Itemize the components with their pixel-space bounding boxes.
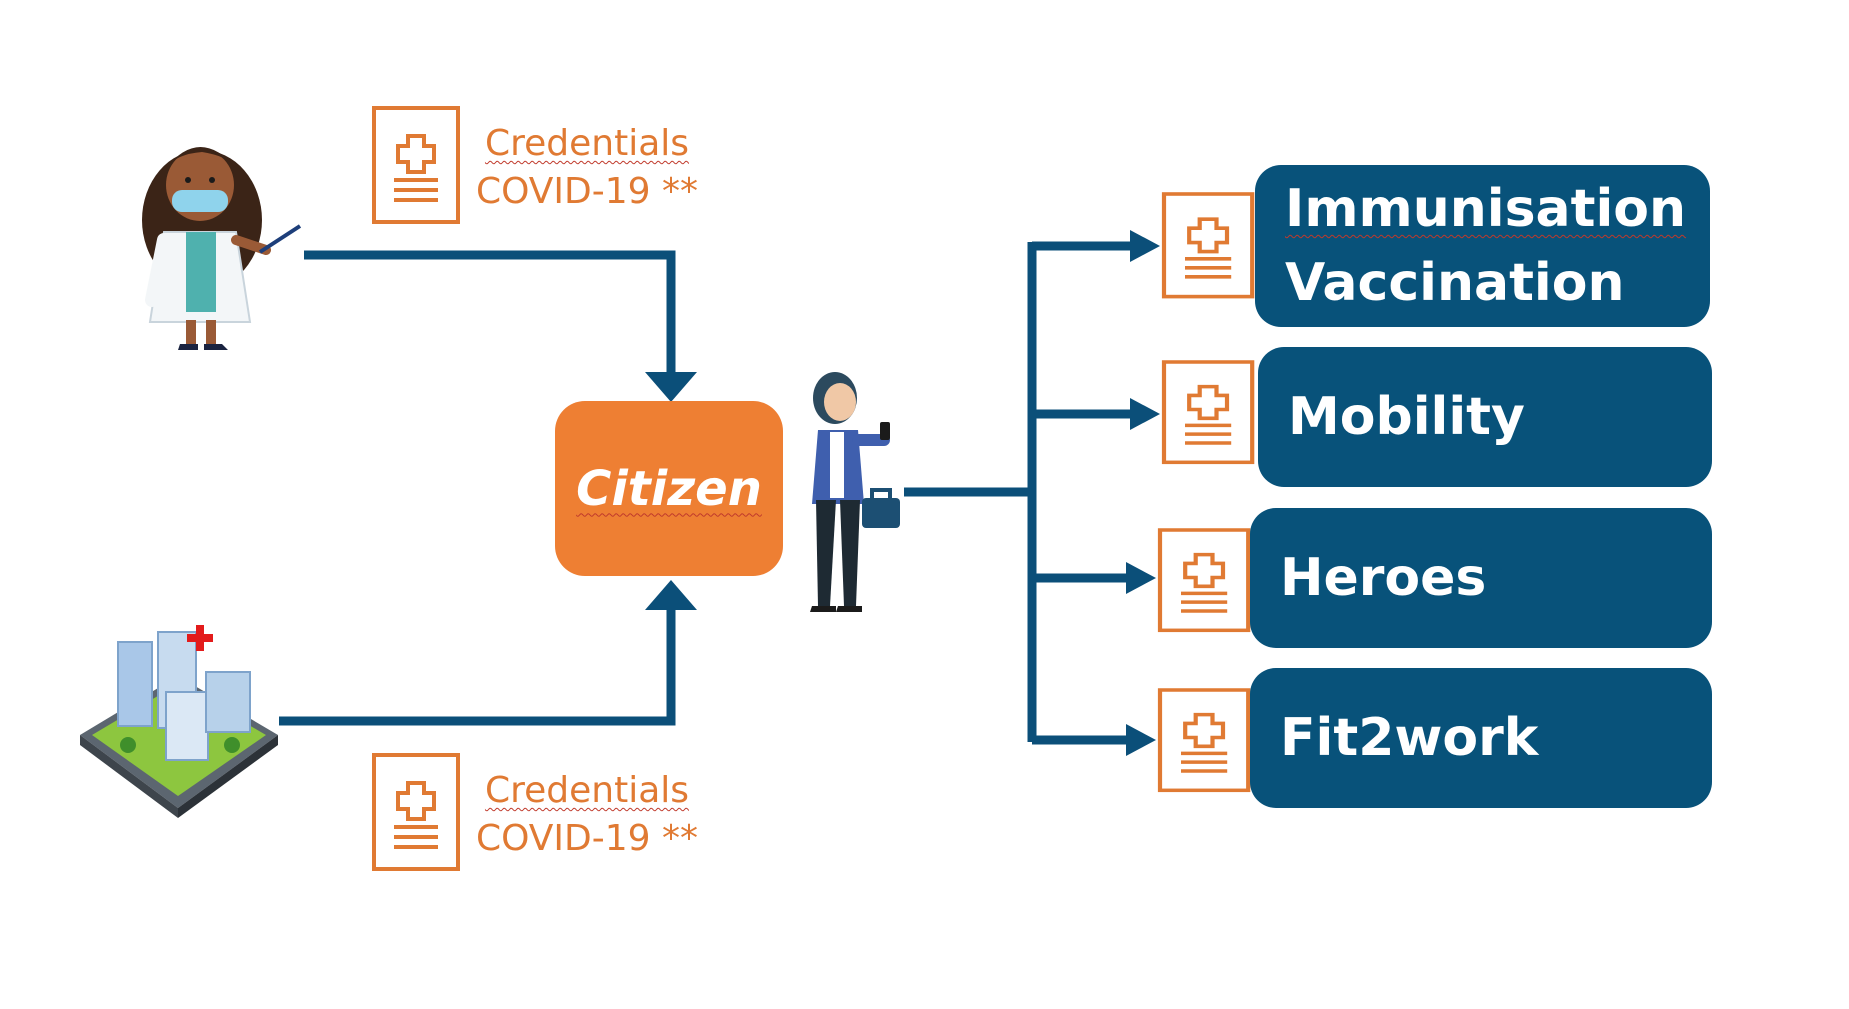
credentials-title: Credentials [484, 123, 690, 164]
citizen-person-icon [810, 372, 900, 612]
arrow-doctor-to-citizen [304, 250, 676, 376]
service-label: Mobility [1288, 387, 1525, 447]
service-heroes: Heroes [1250, 508, 1712, 648]
service-label: Immunisation [1285, 179, 1687, 239]
arrowhead-fit2work [1126, 724, 1156, 756]
credentials-bottom-label: Credentials COVID-19 ** [472, 767, 702, 863]
citizen-label: Citizen [576, 460, 762, 517]
service-fit2work: Fit2work [1250, 668, 1712, 808]
medical-document-icon [372, 753, 460, 871]
credentials-subtitle: COVID-19 ** [475, 818, 699, 859]
hospital-building-icon [80, 625, 278, 818]
service-label: Heroes [1280, 548, 1487, 608]
arrowhead-mobility [1130, 398, 1160, 430]
service-immunisation-vaccination: Immunisation Vaccination [1255, 165, 1710, 327]
medical-document-icon [1160, 530, 1248, 630]
service-mobility: Mobility [1258, 347, 1712, 487]
arrowhead-heroes [1126, 562, 1156, 594]
credentials-subtitle: COVID-19 ** [475, 171, 699, 212]
service-label: Vaccination [1285, 253, 1625, 313]
service-label: Fit2work [1280, 708, 1539, 768]
arrowhead-down [645, 372, 697, 402]
arrow-hospital-to-citizen [279, 608, 676, 726]
credentials-title: Credentials [484, 770, 690, 811]
arrowheads [645, 230, 1160, 756]
citizen-node: Citizen [555, 401, 783, 576]
arrowhead-immunisation [1130, 230, 1160, 262]
connectors [279, 241, 1132, 745]
credentials-top-label: Credentials COVID-19 ** [472, 120, 702, 216]
medical-document-icon [1164, 362, 1252, 462]
doctor-icon [142, 147, 302, 350]
medical-document-icon [1160, 690, 1248, 790]
medical-document-icon [372, 106, 460, 224]
medical-document-icon [1164, 194, 1252, 297]
arrowhead-up [645, 580, 697, 610]
